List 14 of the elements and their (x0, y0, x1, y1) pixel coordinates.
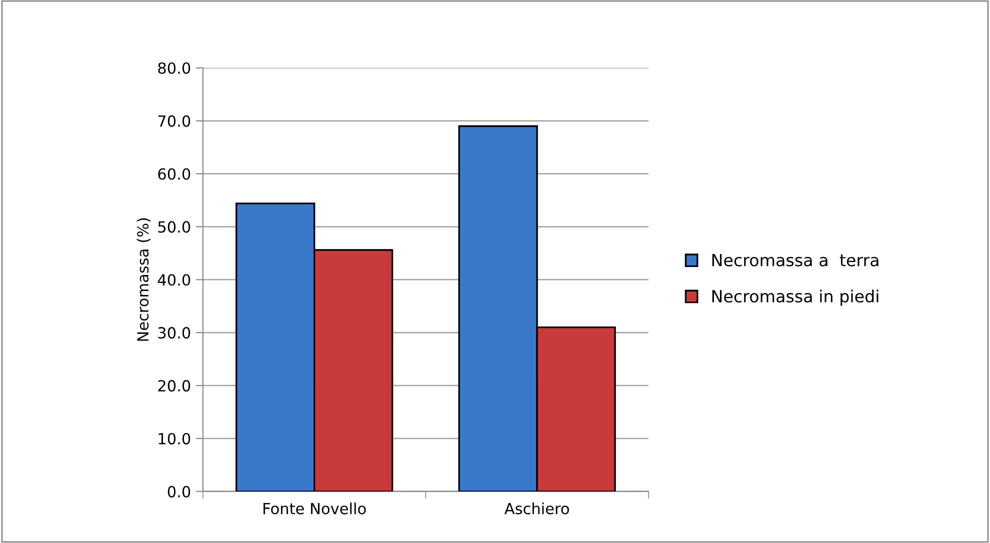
y-tick-label: 30.0 (158, 327, 190, 339)
y-tick-label: 70.0 (158, 115, 190, 127)
legend-label: Necromassa in piedi (712, 290, 878, 306)
y-tick-label: 10.0 (158, 432, 190, 444)
y-axis-title: Necromassa (%) (136, 218, 150, 341)
y-tick-label: 60.0 (158, 168, 190, 180)
x-tick-label: Fonte Novello (264, 502, 366, 514)
legend-label: Necromassa a terra (712, 254, 878, 266)
y-tick-label: 40.0 (158, 274, 190, 286)
y-tick-label: 20.0 (158, 380, 190, 392)
y-tick-label: 80.0 (158, 62, 190, 74)
y-tick-label: 50.0 (158, 221, 190, 233)
x-tick-label: Aschiero (504, 502, 569, 514)
y-tick-label: 0.0 (168, 486, 190, 498)
